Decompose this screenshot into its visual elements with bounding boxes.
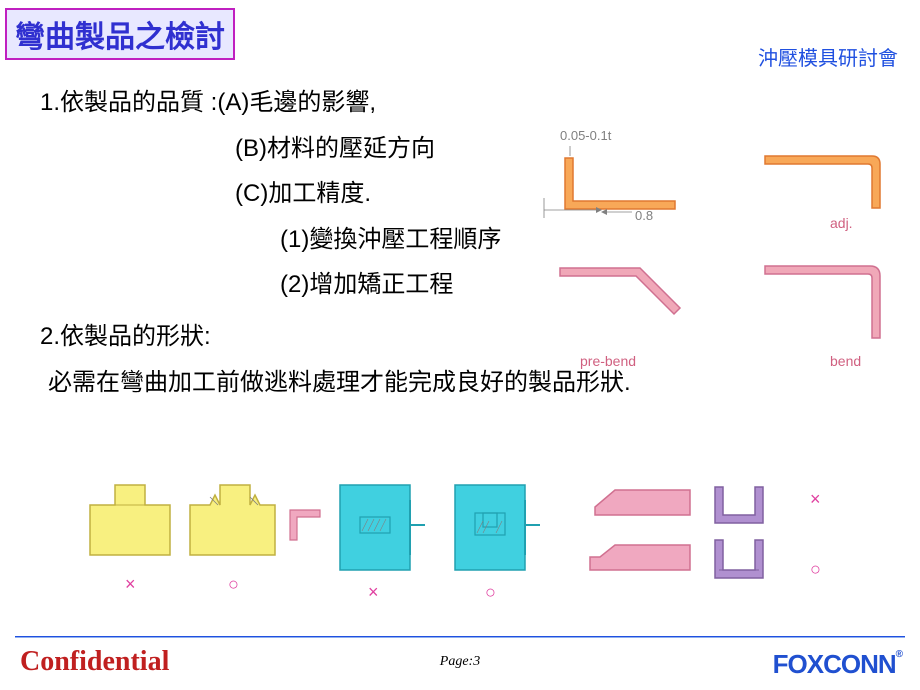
confidential-label: Confidential (20, 646, 169, 678)
seminar-label: 沖壓模具研討會 (758, 42, 898, 71)
label-prebend: pre-bend (580, 353, 636, 369)
label-bend: bend (830, 353, 861, 369)
shape-pink-wedge-1 (595, 490, 690, 515)
label-adj: adj. (830, 215, 853, 231)
foxconn-logo: FOXCONN® (773, 649, 902, 680)
item-1a: 1.依製品的品質 :(A)毛邊的影響, (40, 80, 631, 126)
mark-o-1: ○ (228, 574, 239, 594)
title-box: 彎曲製品之檢討 (5, 8, 235, 60)
mark-o-3: ○ (810, 559, 821, 579)
l-shape-with-dim: 0.8 (544, 146, 675, 223)
registered-mark: ® (896, 649, 902, 660)
dimension-1: 0.05-0.1t (560, 128, 612, 143)
shape-purple-u-2: ○ (715, 540, 821, 579)
bend-diagrams: 0.05-0.1t 0.8 adj. pre-bend bend (540, 128, 900, 378)
shape-pink-bracket (290, 510, 320, 540)
mark-x-1: × (125, 574, 136, 594)
shape-cyan-1: × (340, 485, 425, 602)
shapes-row: × ○ × (70, 475, 890, 605)
shape-purple-u-1: × (715, 487, 821, 523)
bend-shape: bend (765, 266, 880, 369)
page-number: Page:3 (440, 654, 480, 670)
dimension-2: 0.8 (635, 208, 653, 223)
shape-yellow-2: ○ (190, 485, 275, 594)
shape-yellow-1: × (90, 485, 170, 594)
footer-divider (15, 636, 905, 638)
shape-cyan-2: ○ (455, 485, 540, 602)
logo-text: FOXCONN (773, 649, 896, 679)
shape-pink-wedge-2 (590, 545, 690, 570)
prebend-shape: pre-bend (560, 268, 680, 369)
adj-shape: adj. (765, 156, 880, 231)
mark-x-3: × (810, 489, 821, 509)
title-text: 彎曲製品之檢討 (15, 21, 225, 54)
mark-o-2: ○ (485, 582, 496, 602)
mark-x-2: × (368, 582, 379, 602)
